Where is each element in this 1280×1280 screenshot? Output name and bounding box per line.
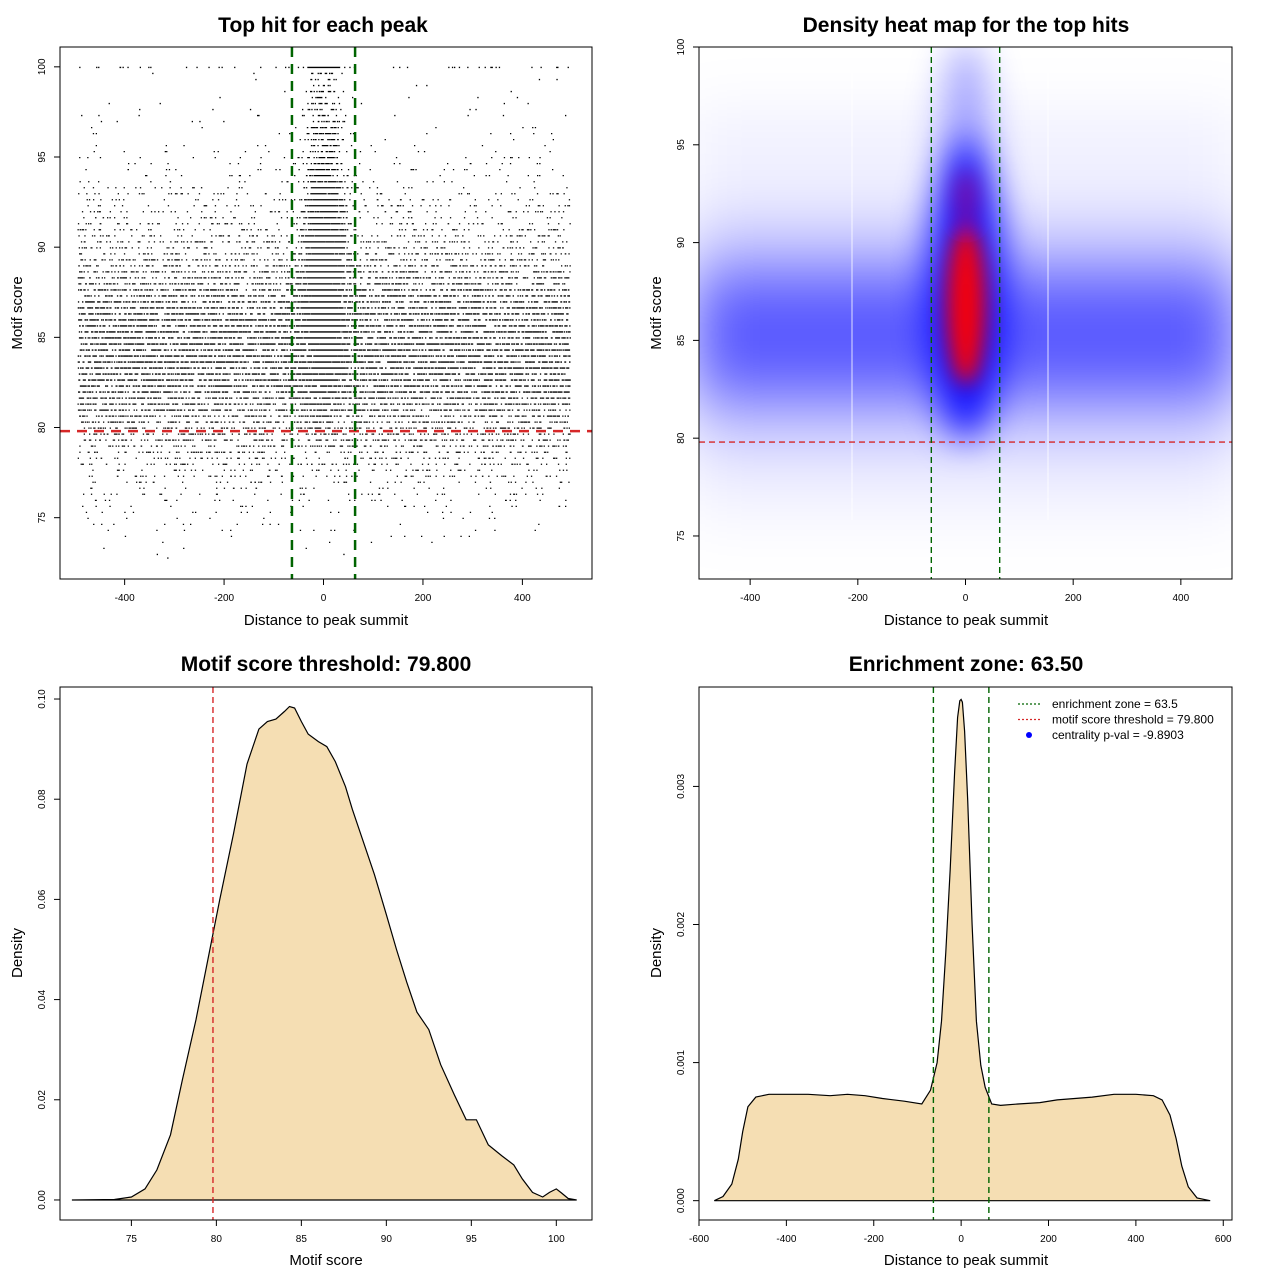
y-axis: 0.00 0.02 0.04 0.06 0.08 0.10 <box>37 689 60 1210</box>
y-tick-label: 75 <box>37 512 48 524</box>
plot-frame <box>698 686 1233 1221</box>
x-tick-label: -400 <box>740 593 760 604</box>
y-axis: 0.000 0.001 0.002 0.003 <box>676 773 699 1213</box>
y-tick-label: 100 <box>676 38 687 55</box>
y-axis-label: Density <box>648 927 665 978</box>
x-tick-label: 600 <box>1215 1234 1232 1245</box>
x-tick-label: -200 <box>848 593 868 604</box>
x-axis-label: Distance to peak summit <box>884 1252 1049 1269</box>
legend: enrichment zone = 63.5 motif score thresh… <box>1018 697 1214 742</box>
y-axis: 75 80 85 90 95 100 <box>37 58 60 523</box>
x-axis-label: Distance to peak summit <box>884 612 1049 629</box>
y-tick-label: 85 <box>676 334 687 346</box>
legend-label: centrality p-val = -9.8903 <box>1052 728 1184 742</box>
x-tick-label: 90 <box>381 1234 393 1245</box>
x-tick-label: 0 <box>958 1234 964 1245</box>
y-tick-label: 75 <box>676 530 687 542</box>
x-tick-label: 75 <box>126 1234 138 1245</box>
y-tick-label: 80 <box>37 422 48 434</box>
y-tick-label: 0.002 <box>676 912 687 937</box>
density-heatmap <box>699 47 1232 579</box>
y-tick-label: 85 <box>37 331 48 343</box>
y-tick-label: 90 <box>37 241 48 253</box>
y-tick-label: 0.06 <box>37 889 48 909</box>
y-tick-label: 0.02 <box>37 1090 48 1110</box>
y-tick-label: 0.04 <box>37 989 48 1009</box>
x-tick-label: 200 <box>1040 1234 1057 1245</box>
legend-label: enrichment zone = 63.5 <box>1052 697 1178 711</box>
x-tick-label: 100 <box>548 1234 565 1245</box>
x-axis: -600 -400 -200 0 200 400 600 <box>689 1220 1232 1245</box>
reference-lines <box>932 687 990 1220</box>
y-tick-label: 0.10 <box>37 689 48 709</box>
y-axis-label: Motif score <box>648 276 665 349</box>
peak-density <box>946 170 986 385</box>
x-tick-label: 200 <box>1065 593 1082 604</box>
y-tick-label: 0.00 <box>37 1190 48 1210</box>
legend-label: motif score threshold = 79.800 <box>1052 713 1214 727</box>
x-tick-label: -200 <box>214 593 234 604</box>
y-tick-label: 90 <box>676 237 687 249</box>
y-axis-label: Motif score <box>9 276 26 349</box>
x-tick-label: -600 <box>689 1234 709 1245</box>
density-area <box>714 698 1211 1202</box>
x-axis: -400 -200 0 200 400 <box>115 579 531 604</box>
y-axis: 75 80 85 90 95 100 <box>676 38 699 542</box>
y-tick-label: 0.000 <box>676 1188 687 1213</box>
legend-dot-icon <box>1026 732 1032 738</box>
density-area <box>71 705 577 1201</box>
x-tick-label: 95 <box>466 1234 478 1245</box>
x-tick-label: -400 <box>115 593 135 604</box>
x-axis: -400 -200 0 200 400 <box>740 579 1190 604</box>
x-axis-label: Distance to peak summit <box>244 612 409 629</box>
y-tick-label: 95 <box>37 151 48 163</box>
scatter-point-cloud <box>77 66 571 559</box>
scatter-points <box>77 66 571 559</box>
x-tick-label: 400 <box>1128 1234 1145 1245</box>
x-tick-label: 400 <box>514 593 531 604</box>
panel-density-heatmap: Density heat map for the top hits -400 -2… <box>648 14 1233 629</box>
y-tick-label: 0.08 <box>37 789 48 809</box>
x-tick-label: -400 <box>776 1234 796 1245</box>
y-tick-label: 0.001 <box>676 1050 687 1075</box>
y-axis-label: Density <box>9 927 26 978</box>
x-tick-label: 0 <box>963 593 969 604</box>
reference-lines <box>60 47 592 579</box>
panel-enrichment-zone-density: Enrichment zone: 63.50 -600 -400 -200 0 200 4… <box>648 653 1233 1269</box>
x-axis-label: Motif score <box>289 1252 362 1269</box>
chart-title: Top hit for each peak <box>218 14 428 37</box>
x-tick-label: 80 <box>211 1234 223 1245</box>
chart-title: Enrichment zone: 63.50 <box>849 653 1084 676</box>
y-tick-label: 95 <box>676 139 687 151</box>
x-axis: 75 80 85 90 95 100 <box>126 1220 565 1245</box>
x-tick-label: 0 <box>321 593 327 604</box>
panel-top-hit-scatter: Top hit for each peak -400 -200 0 200 400 75… <box>9 14 593 629</box>
x-tick-label: 200 <box>415 593 432 604</box>
plot-frame <box>59 46 593 580</box>
y-tick-label: 80 <box>676 432 687 444</box>
y-tick-label: 100 <box>37 58 48 75</box>
chart-title: Density heat map for the top hits <box>803 14 1130 37</box>
reference-lines <box>699 47 1232 579</box>
x-tick-label: 85 <box>296 1234 308 1245</box>
x-tick-label: -200 <box>864 1234 884 1245</box>
y-tick-label: 0.003 <box>676 773 687 798</box>
x-tick-label: 400 <box>1173 593 1190 604</box>
plot-frame <box>59 686 593 1221</box>
chart-title: Motif score threshold: 79.800 <box>181 653 472 676</box>
panel-motif-score-density: Motif score threshold: 79.800 75 80 85 90 95… <box>9 653 593 1269</box>
